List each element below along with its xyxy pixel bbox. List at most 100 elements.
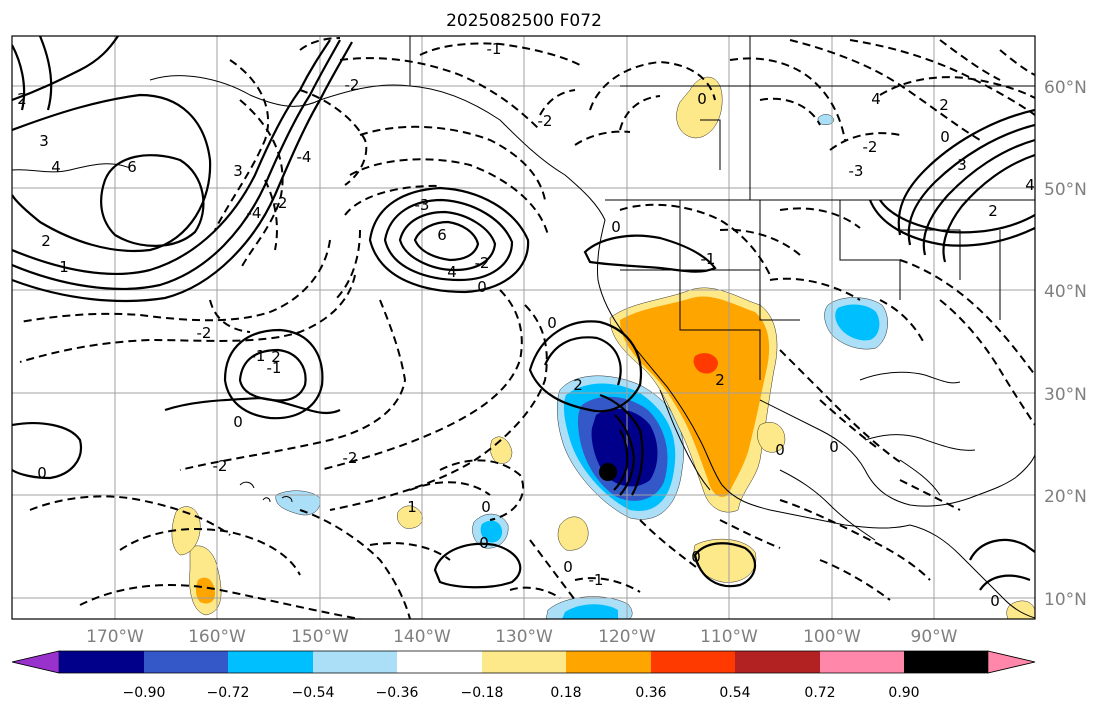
positive-anomaly-small-c bbox=[557, 516, 589, 551]
lat-label: 10°N bbox=[1044, 590, 1087, 610]
colorbar-segment bbox=[228, 651, 313, 673]
contour-labels: -1 2 3 -2 6 4 3 -4 6 4 -2 -3 2 -4 -2 -2 … bbox=[17, 40, 1035, 610]
contour-label: 2 bbox=[939, 96, 949, 114]
positive-anomaly-hawaii-core bbox=[195, 577, 216, 604]
negative-anomaly-gulf-core bbox=[835, 304, 880, 341]
positive-anomaly-small-d bbox=[757, 422, 786, 453]
contour-label: -4 bbox=[297, 148, 312, 166]
contour-label: 3 bbox=[233, 162, 243, 180]
colorbar-tick-label: −0.72 bbox=[207, 685, 250, 701]
negative-anomaly-tiny bbox=[817, 114, 835, 125]
positive-anomaly-core bbox=[693, 353, 718, 374]
contour-label: -3 bbox=[849, 162, 864, 180]
contour-label: 4 bbox=[871, 90, 881, 108]
lon-label: 150°W bbox=[291, 627, 349, 647]
contour-label: 0 bbox=[37, 464, 47, 482]
contour-label: -2 bbox=[213, 457, 228, 475]
contour-label: 0 bbox=[691, 548, 701, 566]
contour-label: 1 bbox=[59, 258, 69, 276]
lon-label: 90°W bbox=[911, 627, 958, 647]
colorbar-tick-labels: −0.90 −0.72 −0.54 −0.36 −0.18 0.18 0.36 … bbox=[123, 685, 920, 701]
negative-anomaly-small-b-core bbox=[480, 520, 503, 543]
storm-center-marker bbox=[599, 463, 617, 481]
contour-label: 0 bbox=[233, 413, 243, 431]
map-frame bbox=[11, 35, 1036, 620]
contour-label: 0 bbox=[940, 128, 950, 146]
contour-label: 2 bbox=[271, 348, 281, 366]
map-panel: -1 2 3 -2 6 4 3 -4 6 4 -2 -3 2 -4 -2 -2 … bbox=[12, 36, 1035, 619]
colorbar-extend-high bbox=[987, 650, 1036, 674]
contour-label: -2 bbox=[273, 194, 288, 212]
contour-label: 0 bbox=[547, 314, 557, 332]
positive-anomaly-small-e bbox=[693, 538, 757, 583]
colorbar-tick-label: 0.36 bbox=[635, 685, 666, 701]
lon-label: 120°W bbox=[598, 627, 656, 647]
contour-label: -1 bbox=[251, 347, 266, 365]
colorbar-tick-label: −0.36 bbox=[376, 685, 419, 701]
lat-label: 30°N bbox=[1044, 385, 1087, 405]
lat-label: 40°N bbox=[1044, 282, 1087, 302]
colorbar-segment bbox=[735, 651, 820, 673]
contour-label: 0 bbox=[697, 90, 707, 108]
colorbar-segment bbox=[482, 651, 566, 673]
colorbar-segment bbox=[313, 651, 397, 673]
lon-label: 100°W bbox=[803, 627, 861, 647]
colorbar-segment bbox=[144, 651, 228, 673]
lon-label: 130°W bbox=[495, 627, 553, 647]
contour-label: 2 bbox=[573, 376, 583, 394]
colorbar-segment bbox=[651, 651, 735, 673]
contour-label: 3 bbox=[39, 132, 49, 150]
contour-label: 0 bbox=[477, 278, 487, 296]
positive-anomaly-hawaii-b bbox=[171, 506, 201, 556]
contour-label: 6 bbox=[127, 158, 137, 176]
contour-label: 0 bbox=[990, 592, 1000, 610]
graticule bbox=[12, 36, 1035, 619]
lat-label: 60°N bbox=[1044, 78, 1087, 98]
contour-label: 0 bbox=[479, 534, 489, 552]
positive-anomaly-small-f bbox=[1006, 600, 1035, 619]
lon-label: 170°W bbox=[86, 627, 144, 647]
contour-label: 4 bbox=[51, 158, 61, 176]
contour-label: 4 bbox=[447, 263, 457, 281]
contour-label: 0 bbox=[775, 441, 785, 459]
colorbar-segment bbox=[566, 651, 651, 673]
lat-label: 50°N bbox=[1044, 180, 1087, 200]
contour-label: 6 bbox=[437, 226, 447, 244]
colorbar-extend-low bbox=[11, 650, 60, 674]
colorbar-tick-label: −0.18 bbox=[461, 685, 504, 701]
contour-label: 1 bbox=[407, 498, 417, 516]
contour-label: -3 bbox=[415, 196, 430, 214]
contour-label: -1 bbox=[701, 250, 716, 268]
positive-anomaly-small-a bbox=[397, 505, 423, 529]
positive-anomaly-mid bbox=[620, 296, 770, 497]
contour-label: 0 bbox=[829, 438, 839, 456]
contour-label: 2 bbox=[988, 202, 998, 220]
negative-anomaly-small-a bbox=[275, 490, 321, 516]
shaded-anomalies bbox=[171, 76, 1035, 619]
positive-anomaly-canada bbox=[676, 76, 723, 139]
contour-label: 4 bbox=[1025, 176, 1035, 194]
contour-label: -2 bbox=[343, 449, 358, 467]
dashed-contours bbox=[19, 37, 1035, 619]
colorbar-outline bbox=[11, 650, 1036, 674]
contour-label: -2 bbox=[475, 254, 490, 272]
solid-contours bbox=[12, 36, 1035, 591]
contour-label: -2 bbox=[863, 138, 878, 156]
contour-label: -1 bbox=[267, 359, 282, 377]
lon-label: 110°W bbox=[700, 627, 758, 647]
longitude-labels: 170°W 160°W 150°W 140°W 130°W 120°W 110°… bbox=[86, 627, 958, 647]
contour-label: 3 bbox=[957, 156, 967, 174]
colorbar-segment bbox=[397, 651, 482, 673]
colorbar-tick-label: 0.18 bbox=[550, 685, 581, 701]
contour-label: -1 bbox=[589, 571, 604, 589]
contour-label: 0 bbox=[563, 558, 573, 576]
lon-label: 140°W bbox=[393, 627, 451, 647]
contour-label: -2 bbox=[538, 112, 553, 130]
lon-label: 160°W bbox=[188, 627, 246, 647]
contour-label: 2 bbox=[715, 371, 725, 389]
contour-label: 2 bbox=[17, 90, 27, 108]
contour-label: -2 bbox=[197, 324, 212, 342]
colorbar-tick-label: 0.90 bbox=[888, 685, 919, 701]
contour-label: 0 bbox=[611, 218, 621, 236]
